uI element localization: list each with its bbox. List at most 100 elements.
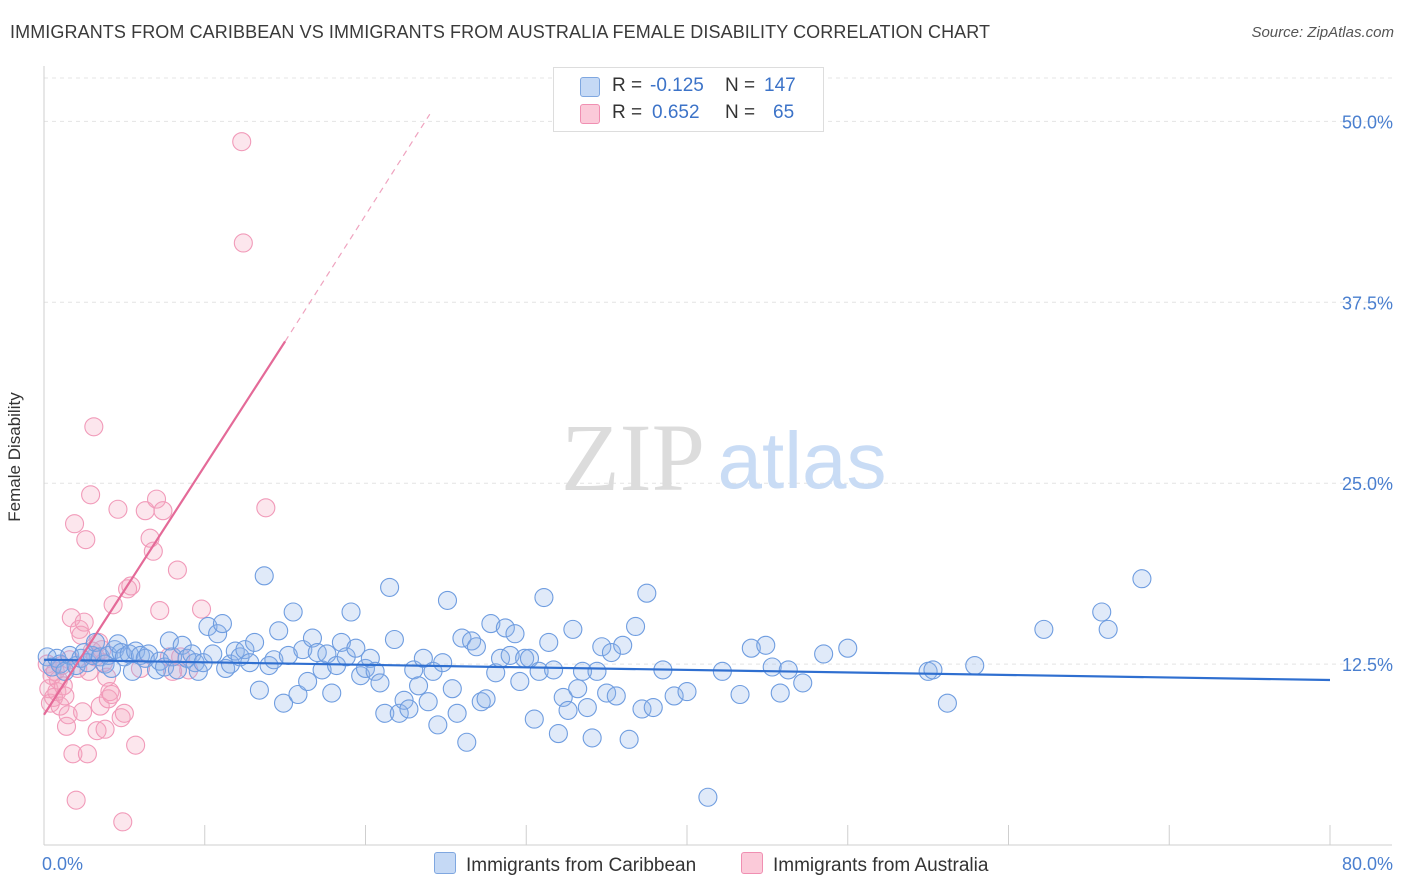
watermark-zip: ZIP xyxy=(561,404,705,511)
point-caribbean xyxy=(481,614,501,634)
point-caribbean xyxy=(698,787,718,807)
point-caribbean xyxy=(476,689,496,709)
point-caribbean xyxy=(212,614,232,634)
point-caribbean xyxy=(408,676,429,696)
point-caribbean xyxy=(677,682,697,702)
point-caribbean xyxy=(563,619,583,639)
point-australia xyxy=(90,696,110,716)
point-caribbean xyxy=(534,587,554,608)
point-caribbean xyxy=(539,632,559,652)
point-caribbean xyxy=(365,661,385,681)
y-tick-label: 25.0% xyxy=(1342,474,1393,494)
point-caribbean xyxy=(793,673,813,693)
point-caribbean xyxy=(322,683,342,703)
point-caribbean xyxy=(283,602,303,622)
y-axis-label: Female Disability xyxy=(5,392,24,522)
point-caribbean xyxy=(778,660,798,680)
point-caribbean xyxy=(457,732,477,752)
point-caribbean xyxy=(437,590,458,610)
point-caribbean xyxy=(730,684,750,705)
point-caribbean xyxy=(307,642,327,663)
point-australia xyxy=(64,514,85,534)
point-australia xyxy=(77,744,97,764)
point-australia xyxy=(153,501,173,521)
point-caribbean xyxy=(298,671,318,692)
point-caribbean xyxy=(601,642,621,663)
point-caribbean xyxy=(198,616,218,637)
trend-line-caribbean xyxy=(43,658,1331,682)
point-caribbean xyxy=(1098,619,1118,639)
point-caribbean xyxy=(500,645,520,665)
point-australia xyxy=(100,682,120,702)
point-caribbean xyxy=(273,693,294,713)
point-australia xyxy=(55,686,75,706)
point-caribbean xyxy=(245,632,265,652)
point-caribbean xyxy=(288,684,308,705)
y-tick-label: 12.5% xyxy=(1342,655,1393,675)
point-australia xyxy=(58,705,78,725)
point-caribbean xyxy=(486,663,506,683)
point-caribbean xyxy=(138,644,159,664)
point-caribbean xyxy=(331,632,351,652)
point-caribbean xyxy=(544,660,564,680)
legend-r-label: R = xyxy=(612,102,643,123)
point-caribbean xyxy=(447,703,467,723)
australia-points xyxy=(37,132,276,832)
point-caribbean xyxy=(505,624,525,644)
point-caribbean xyxy=(548,724,568,744)
point-australia xyxy=(126,735,146,755)
point-australia xyxy=(101,684,122,705)
point-caribbean xyxy=(1092,602,1112,622)
point-caribbean xyxy=(1034,619,1054,639)
point-caribbean xyxy=(838,638,858,658)
point-caribbean xyxy=(254,566,274,586)
point-caribbean xyxy=(510,671,530,692)
point-caribbean xyxy=(770,683,790,703)
point-caribbean xyxy=(937,693,957,713)
legend-n-label: N = xyxy=(725,102,756,123)
point-caribbean xyxy=(606,686,626,706)
point-caribbean xyxy=(101,658,122,678)
tick-labels: 12.5% 25.0% 37.5% 50.0% 0.0% 80.0% xyxy=(42,112,1393,874)
point-caribbean xyxy=(384,629,404,650)
trend-line-australia xyxy=(43,340,287,716)
point-caribbean xyxy=(269,621,289,641)
point-caribbean xyxy=(346,638,366,658)
point-caribbean xyxy=(159,631,179,651)
point-australia xyxy=(76,530,96,550)
legend-swatch-australia xyxy=(741,852,763,874)
point-caribbean xyxy=(433,653,453,673)
watermark-atlas: atlas xyxy=(718,416,887,505)
legend-item-caribbean: Immigrants from Caribbean xyxy=(434,852,696,877)
point-caribbean xyxy=(399,699,419,719)
point-caribbean xyxy=(122,661,142,681)
point-caribbean xyxy=(613,635,633,655)
point-australia xyxy=(81,485,101,505)
point-australia xyxy=(84,417,104,437)
point-caribbean xyxy=(394,690,414,710)
point-australia xyxy=(73,702,93,722)
point-caribbean xyxy=(664,686,684,706)
point-caribbean xyxy=(1132,569,1152,589)
legend-n-value: 65 xyxy=(773,102,795,123)
y-tick-label: 37.5% xyxy=(1342,293,1393,313)
point-caribbean xyxy=(428,715,448,735)
point-australia xyxy=(232,132,252,152)
legend-row-caribbean: R = -0.125 N = 147 xyxy=(554,74,823,100)
trend-lines xyxy=(43,113,1331,716)
point-caribbean xyxy=(965,656,985,676)
point-australia xyxy=(113,812,133,832)
point-caribbean xyxy=(756,635,776,655)
point-caribbean xyxy=(380,577,400,597)
point-caribbean xyxy=(637,583,657,603)
point-caribbean xyxy=(302,628,323,648)
legend-swatch-australia xyxy=(580,104,600,124)
point-caribbean xyxy=(442,679,462,699)
point-australia xyxy=(256,498,276,518)
legend-swatch-caribbean xyxy=(434,852,456,874)
point-australia xyxy=(63,744,83,764)
point-caribbean xyxy=(582,728,602,748)
trend-extension-australia xyxy=(284,113,431,342)
legend-label-caribbean: Immigrants from Caribbean xyxy=(466,855,697,876)
point-australia xyxy=(146,489,167,509)
